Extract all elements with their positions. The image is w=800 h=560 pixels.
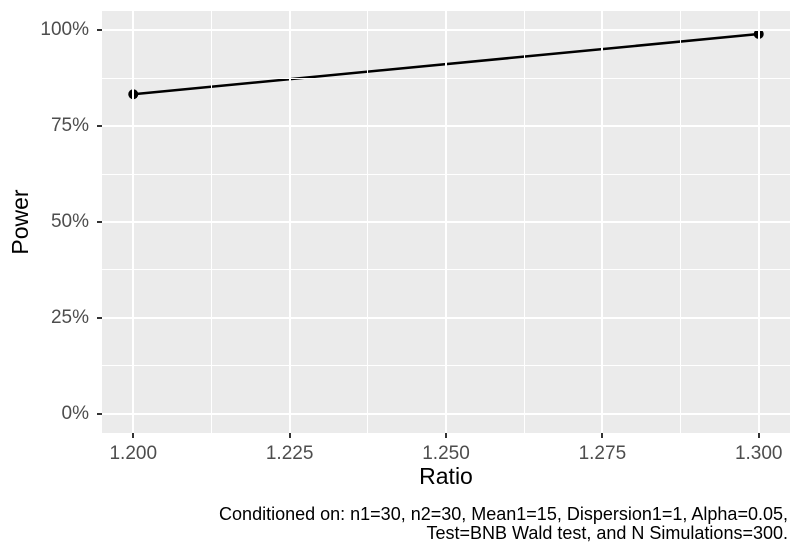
x-tick-label: 1.200 [109, 443, 158, 464]
y-tick-mark [97, 221, 102, 223]
y-tick-mark [97, 29, 102, 32]
y-tick-label: 100% [40, 19, 89, 41]
y-axis-title: Power [7, 189, 33, 255]
x-axis-title: Ratio [419, 463, 473, 489]
caption-line-1: Conditioned on: n1=30, n2=30, Mean1=15, … [219, 504, 788, 524]
x-tick-label: 1.300 [734, 443, 783, 464]
y-major-gridline [102, 125, 790, 128]
plot-caption: Conditioned on: n1=30, n2=30, Mean1=15, … [60, 505, 788, 543]
caption-line-2: Test=BNB Wald test, and N Simulations=30… [426, 523, 788, 543]
y-tick-label: 25% [50, 306, 89, 328]
plot-panel [102, 11, 790, 433]
x-tick-mark [288, 433, 291, 438]
x-tick-label: 1.225 [265, 443, 314, 464]
x-tick-mark [757, 433, 760, 438]
y-tick-mark [97, 316, 102, 319]
y-tick-label: 50% [50, 211, 89, 232]
x-tick-mark [132, 433, 135, 438]
x-tick-label: 1.250 [422, 443, 470, 464]
x-tick-mark [445, 433, 447, 438]
y-tick-mark [97, 412, 102, 415]
y-major-gridline [102, 412, 790, 415]
y-major-gridline [102, 221, 790, 223]
y-tick-mark [97, 125, 102, 128]
y-major-gridline [102, 29, 790, 32]
y-tick-label: 75% [50, 115, 89, 137]
x-tick-mark [601, 433, 604, 438]
y-tick-label: 0% [61, 402, 89, 424]
y-major-gridline [102, 316, 790, 319]
x-tick-label: 1.275 [578, 443, 627, 464]
